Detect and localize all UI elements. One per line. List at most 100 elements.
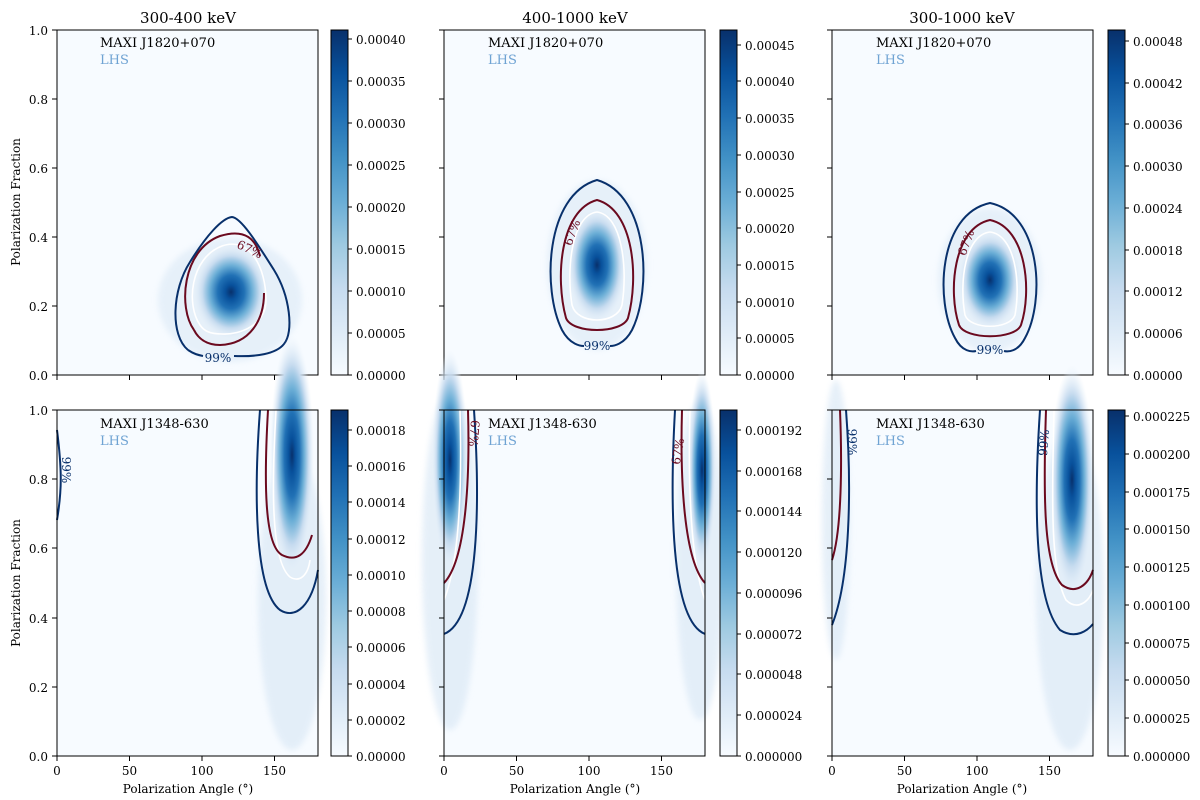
x-tick-label: 0 xyxy=(53,764,61,778)
y-tick-label: 0.0 xyxy=(29,750,48,764)
x-tick-label: 50 xyxy=(897,764,912,778)
contour-99-edge xyxy=(56,429,62,521)
colorbar-tick-label: 0.000150 xyxy=(1133,523,1190,537)
source-label: MAXI J1820+070 xyxy=(488,36,603,51)
colorbar-tick-label: 0.00040 xyxy=(745,75,795,89)
colorbar-tick-label: 0.000225 xyxy=(1133,410,1190,424)
state-label: LHS xyxy=(876,53,905,68)
y-tick-label: 0.6 xyxy=(29,542,48,556)
plot-frame xyxy=(443,409,706,757)
contour-67-left xyxy=(831,409,843,561)
colorbar-tick-label: 0.00015 xyxy=(356,243,406,257)
contour-99 xyxy=(255,409,319,615)
plot-frame xyxy=(56,29,319,376)
x-tick-label: 150 xyxy=(263,764,286,778)
contour-99 xyxy=(942,201,1038,353)
colorbar-tick-label: 0.00045 xyxy=(745,39,795,53)
y-tick-label: 0.4 xyxy=(29,231,48,245)
x-tick-label: 100 xyxy=(578,764,601,778)
x-tick-label: 150 xyxy=(1038,764,1061,778)
y-tick-label: 0.8 xyxy=(29,93,48,107)
contour-99-right xyxy=(671,409,706,635)
colorbar-tick-label: 0.000096 xyxy=(745,587,802,601)
y-tick-label: 1.0 xyxy=(29,404,48,418)
x-ticks: 0 50 100 150 xyxy=(828,756,1061,778)
colorbar-tick-label: 0.00040 xyxy=(356,33,406,47)
density-core xyxy=(193,244,269,340)
contour-99-right xyxy=(1035,409,1094,636)
colorbar xyxy=(330,409,349,757)
colorbar-tick-label: 0.000050 xyxy=(1133,674,1190,688)
contour-inner-right xyxy=(1051,409,1094,606)
colorbar-tick-label: 0.00014 xyxy=(356,496,406,510)
colorbar-ticks: 0.000000 0.000024 0.000048 0.000072 0.00… xyxy=(737,424,803,764)
y-ticks: 0.0 0.2 0.4 0.6 0.8 1.0 xyxy=(29,24,57,383)
colorbar-tick-label: 0.00024 xyxy=(1133,202,1183,216)
colorbar-tick-label: 0.00005 xyxy=(745,332,795,346)
contour-67 xyxy=(559,198,635,331)
contour-label-99-left: 99% xyxy=(845,429,859,456)
colorbar-tick-label: 0.00048 xyxy=(1133,35,1183,49)
x-tick-label: 50 xyxy=(122,764,137,778)
colorbar-ticks: 0.000000 0.000025 0.000050 0.000075 0.00… xyxy=(1125,410,1190,764)
colorbar-tick-label: 0.00012 xyxy=(356,533,406,547)
density-core xyxy=(958,230,1022,330)
colorbar-tick-label: 0.000144 xyxy=(745,505,803,519)
colorbar-tick-label: 0.00018 xyxy=(356,424,406,438)
colorbar-tick-label: 0.00006 xyxy=(1133,327,1183,341)
contour-99-left xyxy=(187,349,204,357)
density-halo-left xyxy=(822,380,850,660)
source-label: MAXI J1820+070 xyxy=(876,36,991,51)
colorbar-tick-label: 0.00010 xyxy=(356,285,406,299)
colorbar-tick-label: 0.00000 xyxy=(356,369,406,383)
y-tick-label: 0.0 xyxy=(29,369,48,383)
x-ticks: 0 50 100 150 xyxy=(440,756,673,778)
colorbar-tick-label: 0.000120 xyxy=(745,546,802,560)
colorbar-tick-label: 0.00020 xyxy=(356,201,406,215)
source-label: MAXI J1348-630 xyxy=(876,417,985,432)
density-core-right xyxy=(688,370,716,570)
contour-inner-left xyxy=(443,409,462,601)
x-axis-label: Polarization Angle (°) xyxy=(897,782,1027,796)
colorbar-tick-label: 0.00025 xyxy=(356,159,406,173)
colorbar-tick-label: 0.00018 xyxy=(1133,244,1183,258)
contour-inner xyxy=(962,231,1018,327)
y-tick-label: 0.6 xyxy=(29,162,48,176)
panel-2: 300-1000 keV 67% 99% MAXI J1820+070 LHS xyxy=(827,9,1183,383)
contour-99 xyxy=(549,178,645,347)
colorbar xyxy=(330,29,349,376)
contour-label-99: 99% xyxy=(205,351,232,365)
y-axis-label: Polarization Fraction xyxy=(9,519,23,647)
colorbar xyxy=(719,409,738,757)
contour-99-left xyxy=(831,409,851,626)
y-axis-label: Polarization Fraction xyxy=(9,138,23,266)
colorbar-tick-label: 0.000100 xyxy=(1133,599,1190,613)
plot-frame xyxy=(443,29,706,376)
state-label: LHS xyxy=(100,434,129,449)
contour-inner xyxy=(191,243,267,335)
colorbar-tick-label: 0.000025 xyxy=(1133,712,1190,726)
y-tick-label: 0.2 xyxy=(29,681,48,695)
colorbar-tick-label: 0.00005 xyxy=(356,327,406,341)
density-core xyxy=(567,207,627,323)
plot-frame xyxy=(56,409,319,757)
colorbar-tick-label: 0.00015 xyxy=(745,259,795,273)
colorbar-tick-label: 0.00016 xyxy=(356,460,406,474)
colorbar-tick-label: 0.00020 xyxy=(745,222,795,236)
colorbar-tick-label: 0.00006 xyxy=(356,641,406,655)
panel-title: 400-1000 keV xyxy=(522,9,629,27)
colorbar-tick-label: 0.00010 xyxy=(745,296,795,310)
colorbar-tick-label: 0.00030 xyxy=(1133,160,1183,174)
x-tick-label: 100 xyxy=(966,764,989,778)
colorbar-tick-label: 0.000175 xyxy=(1133,486,1190,500)
y-ticks xyxy=(827,409,832,757)
y-ticks xyxy=(439,29,444,376)
colorbar-tick-label: 0.00012 xyxy=(1133,285,1183,299)
x-tick-label: 150 xyxy=(650,764,673,778)
colorbar-ticks: 0.00000 0.00005 0.00010 0.00015 0.00020 … xyxy=(737,39,795,383)
colorbar-tick-label: 0.00042 xyxy=(1133,77,1183,91)
panel-1: 400-1000 keV 67% 99% MAXI J1820+070 LHS xyxy=(439,9,795,383)
x-ticks xyxy=(56,375,275,380)
colorbar-ticks: 0.00000 0.00002 0.00004 0.00006 0.00008 … xyxy=(348,424,406,764)
colorbar-tick-label: 0.00030 xyxy=(356,117,406,131)
